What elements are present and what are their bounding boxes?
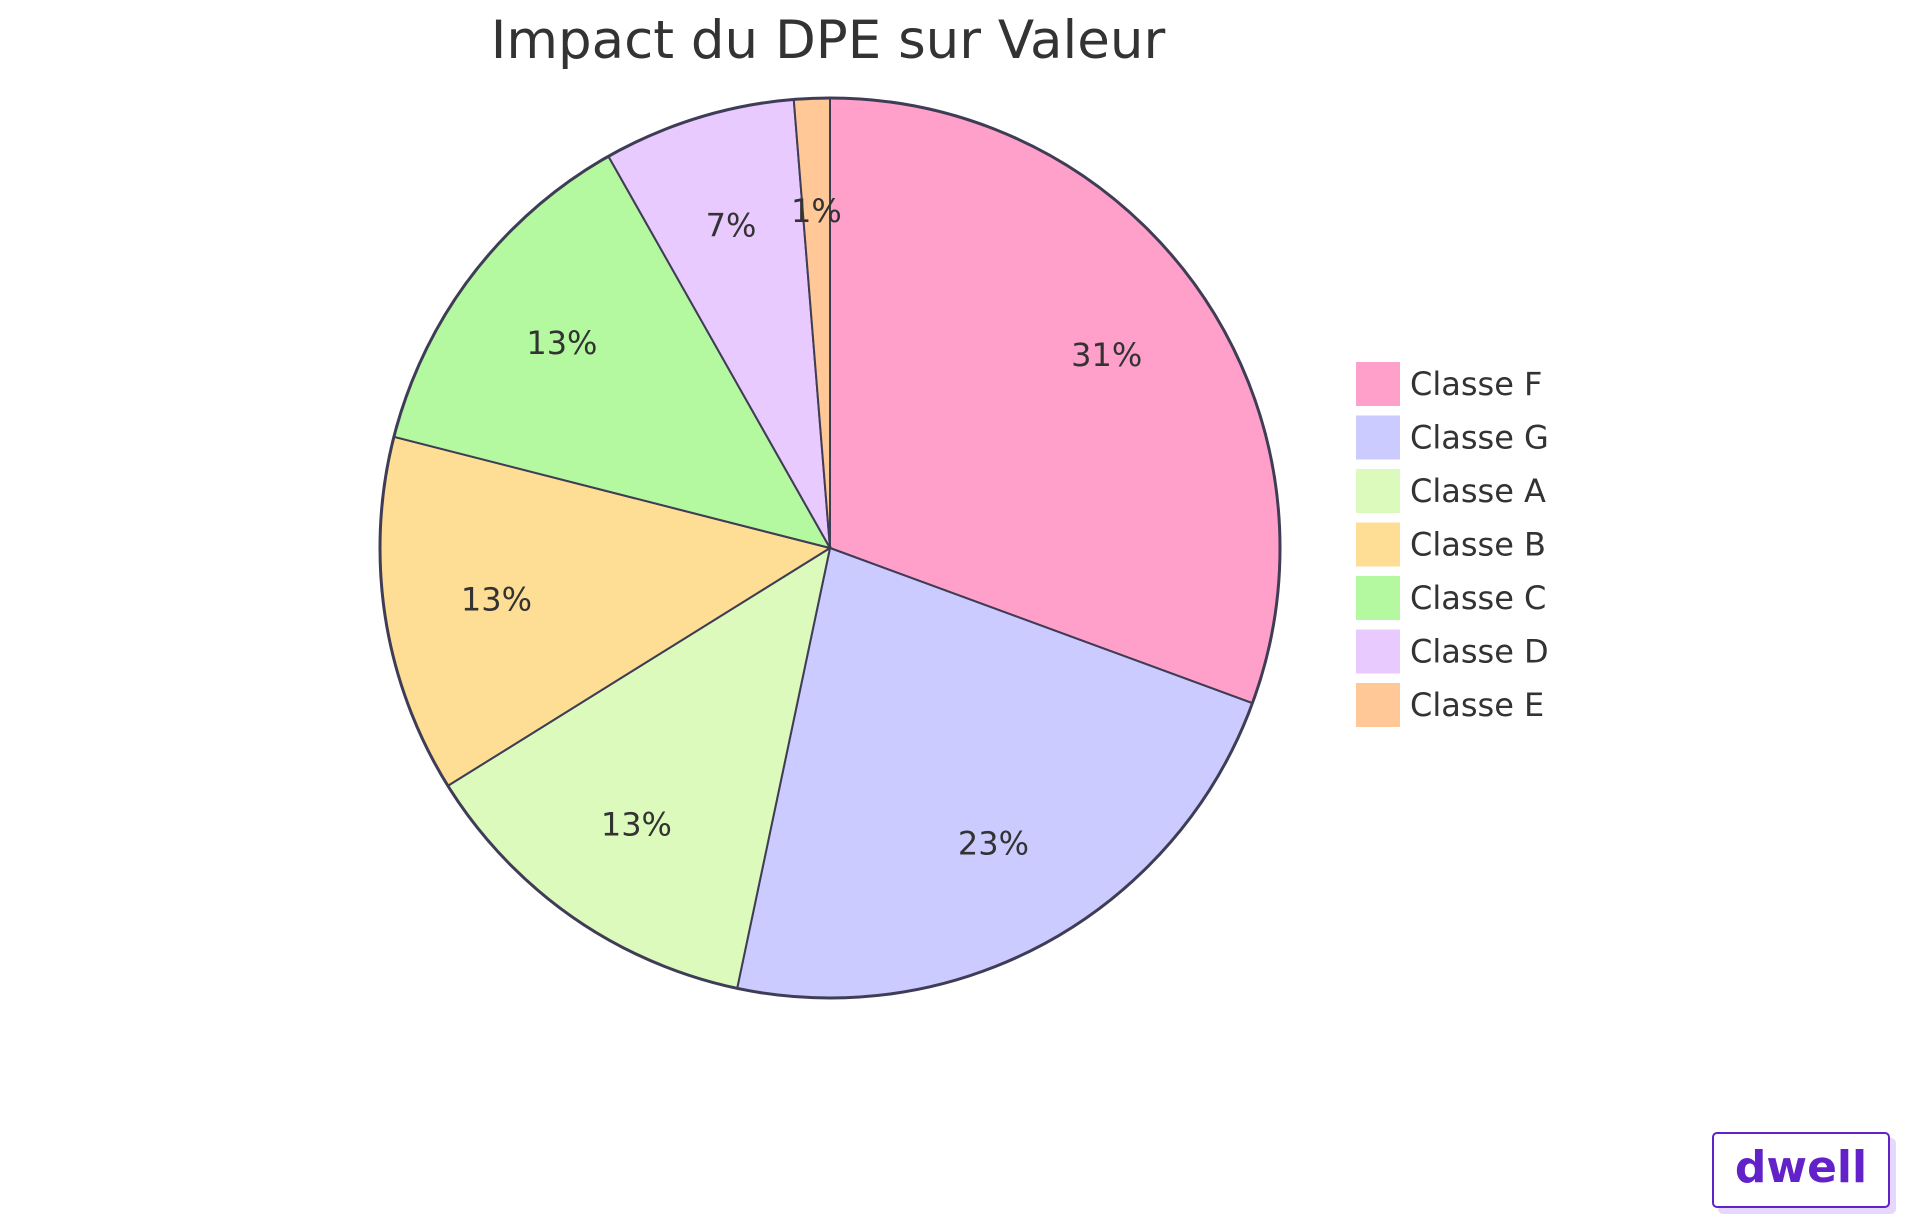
chart-legend: Classe F Classe G Classe A Classe B Classe C… [1356, 362, 1549, 727]
slice-label-classe-g: 23% [958, 824, 1029, 862]
legend-swatch-classe-a [1356, 469, 1400, 513]
legend-swatch-classe-g [1356, 415, 1400, 460]
slice-label-classe-f: 31% [1071, 336, 1142, 374]
legend-label-classe-d: Classe D [1410, 633, 1549, 671]
chart-title: Impact du DPE sur Valeur [491, 10, 1166, 71]
slice-label-classe-c: 13% [526, 324, 597, 362]
slice-label-classe-d: 7% [706, 206, 757, 244]
legend-swatch-classe-b [1356, 522, 1400, 567]
legend-label-classe-e: Classe E [1410, 686, 1544, 724]
pie-slices [378, 96, 1282, 1000]
dwell-logo-text: dwell [1734, 1142, 1868, 1193]
slice-label-classe-b: 13% [461, 581, 532, 619]
legend-swatch-classe-d [1356, 629, 1400, 674]
legend-label-classe-f: Classe F [1410, 365, 1542, 403]
legend-label-classe-a: Classe A [1410, 472, 1546, 510]
slice-labels: 31% 23% 13% 13% 13% 7% 1% [461, 192, 1142, 863]
slice-label-classe-e: 1% [791, 192, 842, 230]
legend-label-classe-g: Classe G [1410, 419, 1549, 457]
dwell-logo-badge: dwell [1712, 1132, 1890, 1208]
pie-outline [378, 96, 1282, 1000]
legend-swatch-classe-c [1356, 576, 1400, 620]
legend-label-classe-b: Classe B [1410, 526, 1546, 564]
legend-swatch-classe-f [1356, 362, 1400, 406]
legend-swatch-classe-e [1356, 683, 1400, 727]
legend-label-classe-c: Classe C [1410, 579, 1546, 617]
slice-label-classe-a: 13% [601, 805, 672, 843]
